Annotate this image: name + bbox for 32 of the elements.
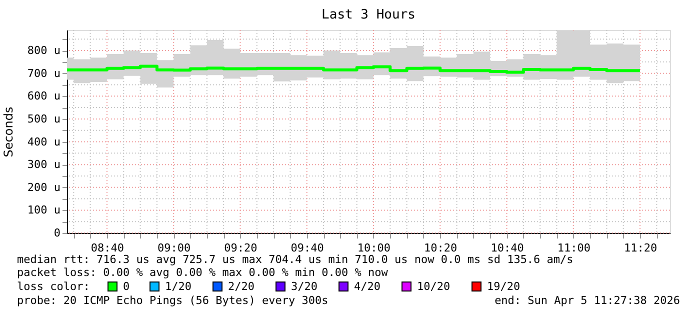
chart-title: Last 3 Hours [322, 8, 416, 22]
x-tick-label: 10:40 [490, 242, 524, 254]
text: median rtt: 716.3 us avg 725.7 us max 704.4 us min 710.0 us now 0.0 ms sd 135.6 am/s [17, 253, 574, 266]
x-tick-label: 11:20 [624, 242, 658, 254]
legend-label: 1/20 [165, 280, 192, 293]
y-axis-title: Seconds [1, 106, 16, 158]
y-tick-label: 100 u [27, 204, 60, 217]
text: packet loss: 0.00 % avg 0.00 % max 0.00 % min 0.00 % now [17, 266, 388, 279]
x-tick-label: 11:00 [557, 242, 590, 254]
x-tick-label: 08:40 [90, 242, 124, 254]
legend-label: 19/20 [487, 280, 520, 293]
legend-label: 3/20 [291, 280, 318, 293]
x-tick-label: 10:00 [357, 242, 391, 254]
text: probe: 20 ICMP Echo Pings (56 Bytes) every 300s [17, 294, 328, 307]
y-tick-label: 300 u [27, 158, 60, 172]
legend-title: loss color: [17, 280, 90, 293]
legend-label: 4/20 [354, 280, 380, 293]
text: end: Sun Apr 5 11:27:38 2026 [494, 294, 680, 307]
legend-label: 2/20 [228, 280, 254, 293]
y-tick-label: 200 u [27, 180, 60, 194]
y-tick-label: 400 u [27, 135, 60, 148]
legend-label: 10/20 [417, 280, 450, 293]
x-tick-label: 09:20 [224, 242, 258, 254]
x-tick-label: 09:00 [158, 242, 191, 254]
y-tick-label: 600 u [27, 90, 60, 103]
x-tick-label: 10:20 [424, 242, 458, 254]
x-tick-label: 09:40 [290, 242, 324, 254]
legend-label: 0 [123, 280, 130, 293]
y-tick-label: 500 u [27, 112, 60, 126]
y-tick-label: 700 u [27, 66, 60, 80]
y-tick-label: 0 [54, 226, 60, 240]
y-tick-label: 800 u [27, 44, 60, 58]
